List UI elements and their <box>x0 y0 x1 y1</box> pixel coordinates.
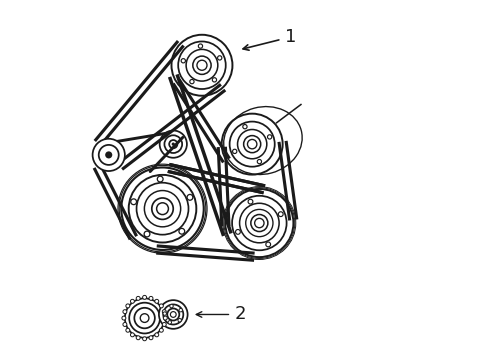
Circle shape <box>162 310 166 314</box>
Circle shape <box>159 300 188 329</box>
Circle shape <box>278 212 283 217</box>
Circle shape <box>157 203 169 215</box>
Circle shape <box>198 44 202 48</box>
Circle shape <box>126 328 130 332</box>
Circle shape <box>143 337 147 341</box>
Circle shape <box>163 312 167 315</box>
Circle shape <box>125 298 164 338</box>
Circle shape <box>123 323 127 327</box>
Circle shape <box>155 333 159 337</box>
Circle shape <box>243 125 247 129</box>
Circle shape <box>159 328 163 332</box>
Circle shape <box>162 323 166 327</box>
Circle shape <box>155 299 159 303</box>
Circle shape <box>131 199 137 204</box>
Circle shape <box>218 56 222 60</box>
Circle shape <box>136 296 140 300</box>
Circle shape <box>136 336 140 340</box>
Circle shape <box>171 312 176 318</box>
Circle shape <box>123 310 127 314</box>
Circle shape <box>266 242 270 247</box>
Circle shape <box>143 296 147 299</box>
Circle shape <box>233 149 237 153</box>
Circle shape <box>197 60 207 70</box>
Circle shape <box>144 231 150 237</box>
Circle shape <box>247 139 257 149</box>
Circle shape <box>255 219 264 228</box>
Circle shape <box>149 336 153 340</box>
Circle shape <box>193 56 211 75</box>
Circle shape <box>163 316 167 320</box>
Circle shape <box>157 176 163 182</box>
Circle shape <box>244 136 261 153</box>
Circle shape <box>268 135 272 139</box>
Circle shape <box>170 304 173 308</box>
Circle shape <box>172 143 175 146</box>
Circle shape <box>257 159 262 164</box>
Circle shape <box>236 230 240 234</box>
Circle shape <box>93 139 125 171</box>
Circle shape <box>149 296 153 300</box>
Circle shape <box>129 303 160 333</box>
Circle shape <box>212 78 217 82</box>
Circle shape <box>248 199 253 204</box>
Circle shape <box>251 215 268 231</box>
Circle shape <box>179 228 185 234</box>
Circle shape <box>168 321 172 324</box>
Circle shape <box>159 304 163 308</box>
Circle shape <box>105 151 112 158</box>
Circle shape <box>163 305 183 324</box>
Circle shape <box>179 309 182 312</box>
Circle shape <box>190 80 194 84</box>
Circle shape <box>187 194 193 200</box>
Circle shape <box>167 309 179 320</box>
Text: 1: 1 <box>285 28 296 46</box>
Circle shape <box>98 145 119 165</box>
Circle shape <box>122 316 126 320</box>
Circle shape <box>130 299 134 303</box>
Circle shape <box>178 319 181 322</box>
Circle shape <box>130 333 134 337</box>
Circle shape <box>140 314 149 323</box>
Circle shape <box>152 198 173 219</box>
Circle shape <box>181 59 185 63</box>
Circle shape <box>126 304 130 308</box>
Circle shape <box>134 308 155 328</box>
Text: 2: 2 <box>235 306 246 324</box>
